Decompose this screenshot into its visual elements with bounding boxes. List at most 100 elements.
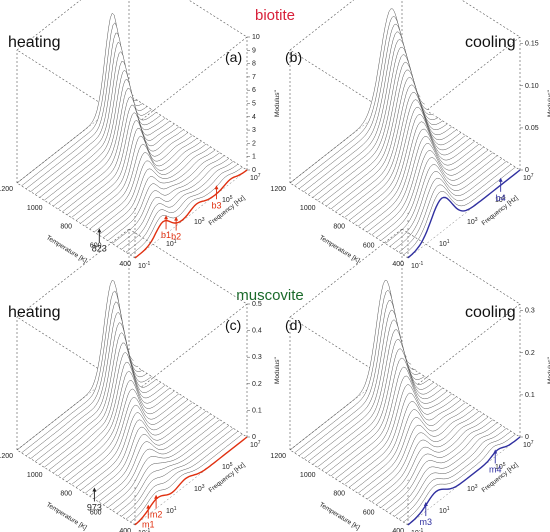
surface-slice — [394, 428, 507, 517]
z-tick-label: 0.1 — [252, 407, 262, 414]
annotation-label: b1 — [161, 230, 171, 240]
surface-slice — [75, 399, 189, 488]
surface-slice — [62, 104, 175, 212]
surface-slice — [84, 405, 198, 494]
surface-fill — [112, 155, 225, 244]
y-tick-label: 103 — [467, 217, 478, 226]
z-tick-label: 0.4 — [252, 328, 262, 335]
y-tick-label: 10-1 — [138, 528, 150, 532]
x-tick-label: 600 — [363, 242, 375, 249]
surface-slice — [130, 433, 243, 523]
surface-slice — [112, 155, 225, 244]
z-tick-label: 0 — [525, 167, 529, 174]
x-tick-label: 400 — [392, 261, 404, 268]
surface-slice — [107, 419, 220, 508]
box-edge — [401, 228, 521, 305]
y-tick-label: 101 — [166, 506, 177, 515]
surface-slice — [94, 410, 207, 500]
mode-label: cooling — [465, 304, 516, 321]
z-tick-label: 0 — [252, 434, 256, 441]
surface-fill — [335, 375, 448, 479]
y-tick-label: 107 — [250, 173, 261, 182]
surface-slice — [57, 96, 170, 210]
y-tick-label: 107 — [250, 440, 261, 449]
surface-fill — [26, 301, 139, 456]
mode-label: cooling — [465, 34, 516, 51]
x-axis-label: Temperature [K] — [45, 501, 88, 532]
box-edge — [128, 228, 248, 305]
surface-slice — [130, 166, 243, 256]
surface-slice — [21, 290, 134, 454]
annotation-label: 973 — [87, 502, 102, 512]
surface-slice — [380, 152, 493, 241]
annotation-label: m2 — [150, 510, 163, 520]
surface-slice — [308, 39, 421, 195]
panel-c: 400 600 800 1000 1200 Temperature [K] 10-1 101 1… — [0, 228, 281, 532]
surface-slice — [367, 410, 480, 500]
surface-slice — [317, 54, 430, 201]
z-tick-label: 0.05 — [525, 125, 539, 132]
surface-slice — [84, 138, 198, 227]
x-tick-label: 1000 — [300, 205, 316, 212]
surface-slice — [348, 106, 462, 221]
surface-slice — [289, 279, 403, 451]
surface-slice — [294, 15, 407, 187]
panel-label: (d) — [285, 317, 302, 333]
surface-slice — [107, 152, 220, 241]
box-edge — [16, 49, 136, 126]
surface-slice — [62, 380, 175, 479]
front-curve — [134, 436, 248, 526]
surface-slice — [376, 416, 489, 505]
surface-slice — [121, 161, 234, 250]
surface-slice — [339, 92, 453, 215]
z-axis-label: Modulus'' — [547, 357, 550, 384]
surface-slice — [121, 428, 234, 517]
z-tick-label: 0.15 — [525, 41, 539, 48]
x-tick-label: 1200 — [0, 186, 13, 193]
annotation-label: b3 — [211, 200, 221, 210]
surface-slice — [312, 46, 425, 198]
surface-slice — [116, 425, 229, 514]
surface-slice — [303, 31, 416, 192]
z-tick-label: 3 — [252, 127, 256, 134]
panel-label: (c) — [225, 317, 241, 333]
arrow-head — [174, 216, 179, 221]
arrow-head — [214, 185, 219, 190]
x-axis-label: Temperature [K] — [318, 234, 361, 265]
z-tick-label: 0.3 — [525, 308, 535, 315]
surface-slice — [298, 23, 412, 189]
surface-slice — [335, 375, 448, 479]
surface-slice — [98, 146, 211, 236]
panel-d: 400 600 800 1000 1200 Temperature [K] 10-1 101 1… — [270, 228, 550, 532]
surface-slice — [330, 366, 443, 477]
annotation-label: b2 — [171, 232, 181, 242]
surface-fill — [66, 112, 179, 215]
surface-slice — [98, 413, 211, 503]
z-axis-label: Modulus'' — [274, 90, 281, 117]
x-tick-label: 1200 — [0, 453, 13, 460]
surface-slice — [330, 77, 443, 210]
surface-slice — [394, 161, 507, 250]
z-tick-label: 6 — [252, 87, 256, 94]
surface-slice — [371, 143, 484, 236]
surface-slice — [403, 433, 516, 523]
surface-slice — [125, 164, 239, 253]
y-tick-label: 103 — [194, 217, 205, 226]
surface-slice — [16, 279, 130, 451]
surface-slice — [326, 357, 439, 474]
surface-slice — [371, 413, 484, 503]
y-tick-label: 105 — [222, 195, 233, 204]
surface-slice — [75, 128, 189, 221]
surface-slice — [57, 370, 170, 477]
surface-slice — [21, 22, 134, 187]
surface-slice — [380, 419, 493, 508]
x-tick-label: 800 — [333, 491, 345, 498]
y-tick-label: 10-1 — [411, 528, 423, 532]
surface-slice — [71, 120, 184, 218]
title-muscovite: muscovite — [236, 287, 304, 304]
surface-slice — [362, 128, 475, 230]
z-tick-label: 0 — [252, 167, 256, 174]
y-tick-label: 103 — [194, 484, 205, 493]
